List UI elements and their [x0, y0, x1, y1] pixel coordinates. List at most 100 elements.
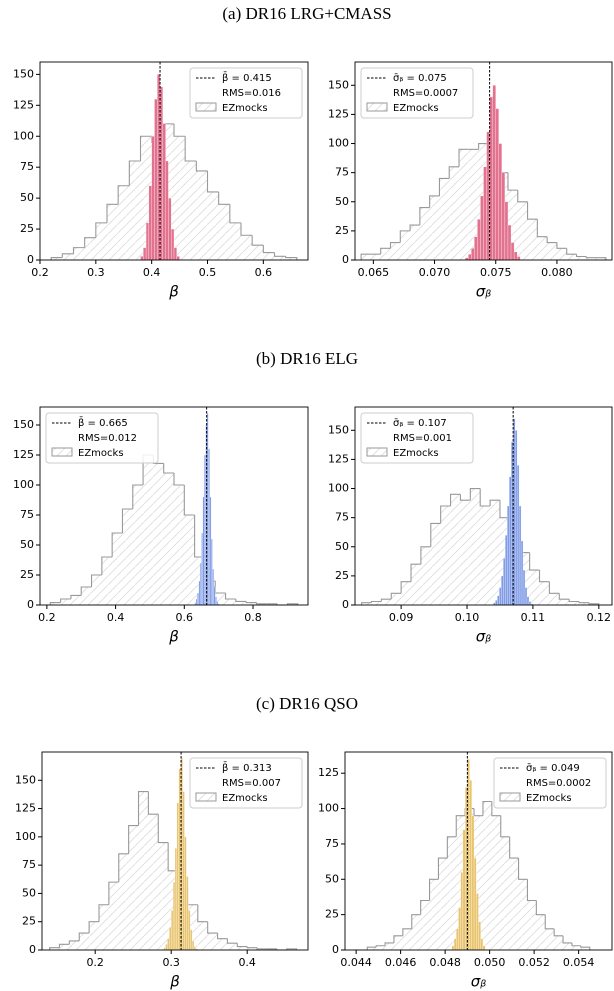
ezmock-step: [400, 581, 412, 594]
ezmock-step: [430, 522, 441, 547]
bin: [212, 568, 215, 606]
ezmock-step: [517, 190, 528, 203]
ezmock-step: [255, 602, 267, 605]
ezmock-step: [438, 177, 450, 196]
x-tick-label: 0.052: [518, 956, 550, 969]
bin: [505, 534, 508, 606]
bin: [510, 242, 515, 261]
panel: 0.09 0.10 0.11 0.12 0 25 50 75 100 125 150 σᵦ σ̄ᵦ = …: [328, 406, 613, 646]
bin: [451, 945, 455, 951]
bin: [143, 247, 147, 261]
ezmock-bin: [263, 252, 275, 260]
section-title: (a) DR16 LRG+CMASS: [222, 4, 391, 23]
y-tick-label: 150: [328, 78, 349, 91]
ezmock-bin: [257, 948, 267, 950]
ezmock-step: [455, 815, 466, 837]
ezmock-bin: [393, 935, 403, 950]
y-tick-label: 50: [335, 195, 349, 208]
bin: [154, 98, 158, 261]
bin: [162, 123, 166, 261]
y-tick-label: 75: [22, 858, 36, 871]
ezmock-bin: [586, 257, 597, 260]
y-tick-label: 125: [13, 448, 34, 461]
ezmock-bin: [536, 914, 546, 950]
ezmock-bin: [138, 791, 149, 950]
bin: [462, 829, 466, 951]
legend-box: [189, 757, 303, 809]
ezmock-step: [139, 135, 152, 161]
ezmock-step: [489, 499, 500, 506]
x-tick-label: 0.3: [162, 956, 180, 969]
bin: [213, 586, 216, 606]
ezmock-step: [78, 932, 90, 941]
bin: [199, 562, 202, 606]
ezmock-bin: [241, 235, 253, 260]
ezmock-bin: [571, 945, 581, 950]
ezmock-bin: [51, 257, 63, 260]
ezmock-bin: [60, 599, 71, 605]
legend-box: [360, 412, 474, 464]
ezmock-step: [128, 160, 141, 186]
y-tick-label: 25: [20, 222, 34, 235]
ezmock-bin: [518, 879, 528, 950]
ezmock-bin: [430, 523, 441, 605]
ezmock-bin: [371, 601, 382, 605]
ezmock-step: [380, 598, 392, 602]
ezmock-bin: [49, 947, 60, 950]
x-tick-label: 0.12: [587, 611, 612, 624]
y-tick-label: 75: [325, 837, 339, 850]
ezmock-bin: [84, 237, 96, 260]
ezmock-bin: [385, 942, 394, 950]
ezmock-bin: [158, 842, 169, 950]
ezmock-step: [529, 552, 540, 571]
ezmock-bin: [252, 245, 264, 260]
ezmock-bin: [91, 575, 102, 605]
ezmock-step: [491, 801, 501, 817]
ezmock-step: [380, 247, 391, 255]
x-tick-label: 0.065: [358, 266, 390, 279]
ezmock-bin: [380, 248, 391, 260]
ezmock-bin: [174, 136, 186, 260]
legend-label: β̄ = 0.415: [222, 71, 272, 84]
ezmock-bin: [95, 222, 107, 260]
ezmock-step: [224, 593, 236, 600]
ezmock-bin: [287, 603, 298, 605]
y-tick-label: 125: [328, 107, 349, 120]
ezmock-bin: [390, 242, 401, 260]
ezmock-bin: [143, 455, 154, 605]
x-axis-label: β: [168, 283, 179, 301]
ezmock-bin: [402, 928, 412, 950]
ezmock-step: [402, 928, 412, 936]
legend-annotation: RMS=0.0002: [526, 778, 591, 789]
ezmock-step: [393, 935, 403, 943]
ezmock-step: [167, 842, 179, 872]
ezmock-bin: [482, 801, 492, 950]
x-tick-label: 0.09: [389, 611, 414, 624]
ezmock-bin: [217, 938, 228, 950]
ezmock-bin: [70, 595, 82, 605]
ezmock-step: [218, 191, 230, 205]
ezmock-step: [585, 256, 597, 259]
bin: [499, 587, 502, 606]
bin: [191, 940, 195, 951]
ezmock-bin: [118, 853, 129, 950]
ezmock-step: [101, 556, 113, 575]
y-tick-label: 0: [342, 253, 349, 266]
ezmock-step: [482, 800, 492, 816]
ezmock-bin: [490, 500, 500, 605]
legend-label: EZmocks: [393, 103, 439, 114]
bin: [518, 505, 522, 606]
y-tick-label: 150: [13, 418, 34, 431]
legend-label: EZmocks: [78, 448, 124, 459]
x-tick-label: 0.8: [244, 611, 262, 624]
legend-label: EZmocks: [222, 793, 268, 804]
bin: [174, 848, 178, 951]
bin: [480, 195, 484, 261]
bin: [468, 254, 472, 261]
ezmock-step: [571, 942, 581, 947]
ezmock-bin: [101, 557, 113, 605]
x-tick-label: 0.054: [563, 956, 595, 969]
x-tick-label: 0.070: [419, 266, 451, 279]
ezmock-bin: [566, 254, 577, 260]
ezmock-bin: [227, 943, 238, 950]
